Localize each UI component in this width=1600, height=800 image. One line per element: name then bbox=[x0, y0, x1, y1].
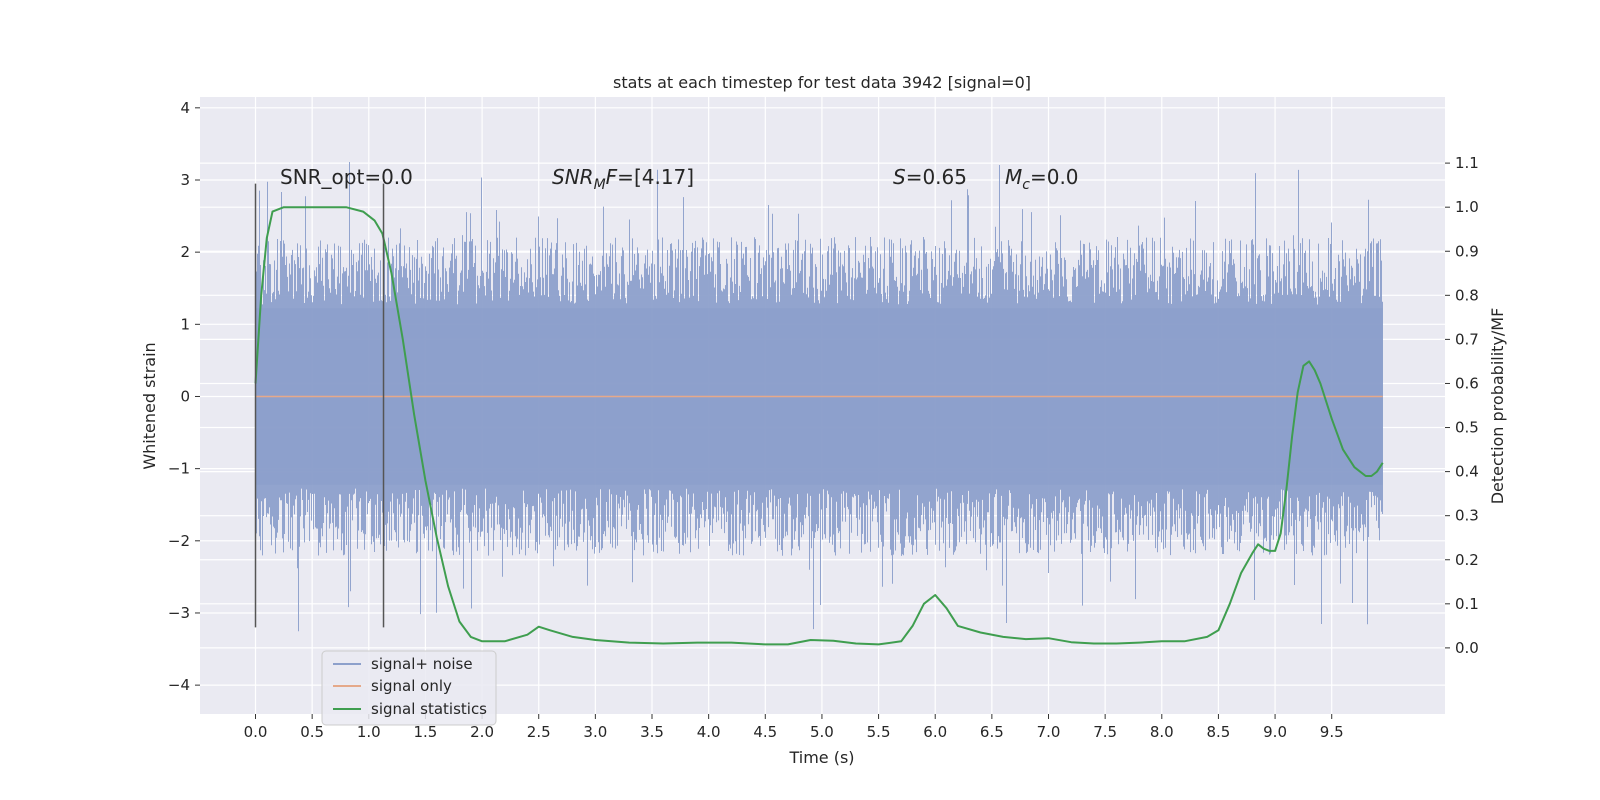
y2-tick-label-11: 1.1 bbox=[1455, 154, 1479, 172]
y2-tick-label-6: 0.6 bbox=[1455, 374, 1479, 392]
x-tick-label-12: 6.0 bbox=[923, 723, 947, 741]
y2-tick-label-1: 0.1 bbox=[1455, 595, 1479, 613]
y-tick-label-8: 4 bbox=[180, 99, 190, 117]
x-tick-label-14: 7.0 bbox=[1037, 723, 1061, 741]
x-tick-label-9: 4.5 bbox=[753, 723, 777, 741]
x-tick-label-6: 3.0 bbox=[583, 723, 607, 741]
annotation-s: S=0.65 bbox=[893, 165, 967, 189]
x-axis-label: Time (s) bbox=[788, 748, 854, 767]
annotation-mc-value: =0.0 bbox=[1030, 165, 1079, 189]
y2-tick-label-2: 0.2 bbox=[1455, 551, 1479, 569]
y2-tick-label-4: 0.4 bbox=[1455, 463, 1479, 481]
vertical-markers bbox=[254, 183, 385, 628]
line-series bbox=[254, 206, 1384, 646]
x-tick-label-13: 6.5 bbox=[980, 723, 1004, 741]
x-tick-label-18: 9.0 bbox=[1263, 723, 1287, 741]
x-tick-label-4: 2.0 bbox=[470, 723, 494, 741]
chart-title: stats at each timestep for test data 394… bbox=[613, 73, 1031, 92]
y2-tick-label-3: 0.3 bbox=[1455, 507, 1479, 525]
x-tick-label-8: 4.0 bbox=[697, 723, 721, 741]
y-tick-label-5: 1 bbox=[180, 315, 190, 333]
legend-label-2: signal statistics bbox=[371, 700, 487, 718]
y-tick-label-1: −3 bbox=[168, 604, 190, 622]
annotation-mc: Mc=0.0 bbox=[1005, 165, 1079, 193]
legend-label-1: signal only bbox=[371, 677, 452, 695]
annotation-snr-mf: SNRMF=[4.17] bbox=[552, 165, 694, 193]
legend-label-0: signal+ noise bbox=[371, 655, 473, 673]
y2-tick-label-9: 0.9 bbox=[1455, 242, 1479, 260]
y2-tick-label-0: 0.0 bbox=[1455, 639, 1479, 657]
annotation-snr-mf-value: [4.17] bbox=[634, 165, 694, 189]
y-tick-label-6: 2 bbox=[180, 243, 190, 261]
x-tick-label-3: 1.5 bbox=[414, 723, 438, 741]
y-axis-label: Whitened strain bbox=[140, 342, 159, 469]
y-tick-label-2: −2 bbox=[168, 532, 190, 550]
signal-statistics-line bbox=[254, 206, 1384, 646]
annotation-snr-opt: SNR_opt=0.0 bbox=[280, 165, 413, 189]
y-tick-label-3: −1 bbox=[168, 460, 190, 478]
y2-tick-label-8: 0.8 bbox=[1455, 286, 1479, 304]
y2-tick-label-5: 0.5 bbox=[1455, 419, 1479, 437]
y-axis-ticks: −4 −3 −2 −1 0 1 2 3 4 bbox=[168, 99, 200, 694]
x-tick-label-5: 2.5 bbox=[527, 723, 551, 741]
x-tick-label-2: 1.0 bbox=[357, 723, 381, 741]
x-tick-label-11: 5.5 bbox=[867, 723, 891, 741]
y-tick-label-0: −4 bbox=[168, 676, 190, 694]
legend-box bbox=[321, 650, 497, 726]
x-tick-label-15: 7.5 bbox=[1093, 723, 1117, 741]
y-tick-label-4: 0 bbox=[180, 387, 190, 405]
y-tick-label-7: 3 bbox=[180, 171, 190, 189]
y2-tick-label-10: 1.0 bbox=[1455, 198, 1479, 216]
x-tick-label-16: 8.0 bbox=[1150, 723, 1174, 741]
x-axis-ticks: 0.0 0.5 1.0 1.5 2.0 2.5 3.0 3.5 4.0 4.5 5.0 5.5 6.0 6… bbox=[244, 714, 1344, 741]
x-tick-label-10: 5.0 bbox=[810, 723, 834, 741]
legend: signal+ noise signal only signal statist… bbox=[321, 650, 497, 726]
x-tick-label-0: 0.0 bbox=[244, 723, 268, 741]
y2-axis-ticks: 0.0 0.1 0.2 0.3 0.4 0.5 0.6 0.7 0.8 0.9 1.0 1.1 bbox=[1445, 154, 1479, 657]
x-tick-label-7: 3.5 bbox=[640, 723, 664, 741]
y2-tick-label-7: 0.7 bbox=[1455, 330, 1479, 348]
x-tick-label-19: 9.5 bbox=[1320, 723, 1344, 741]
x-tick-label-1: 0.5 bbox=[300, 723, 324, 741]
x-tick-label-17: 8.5 bbox=[1207, 723, 1231, 741]
y2-axis-label: Detection probability/MF bbox=[1488, 308, 1507, 505]
annotation-s-value: =0.65 bbox=[906, 165, 967, 189]
